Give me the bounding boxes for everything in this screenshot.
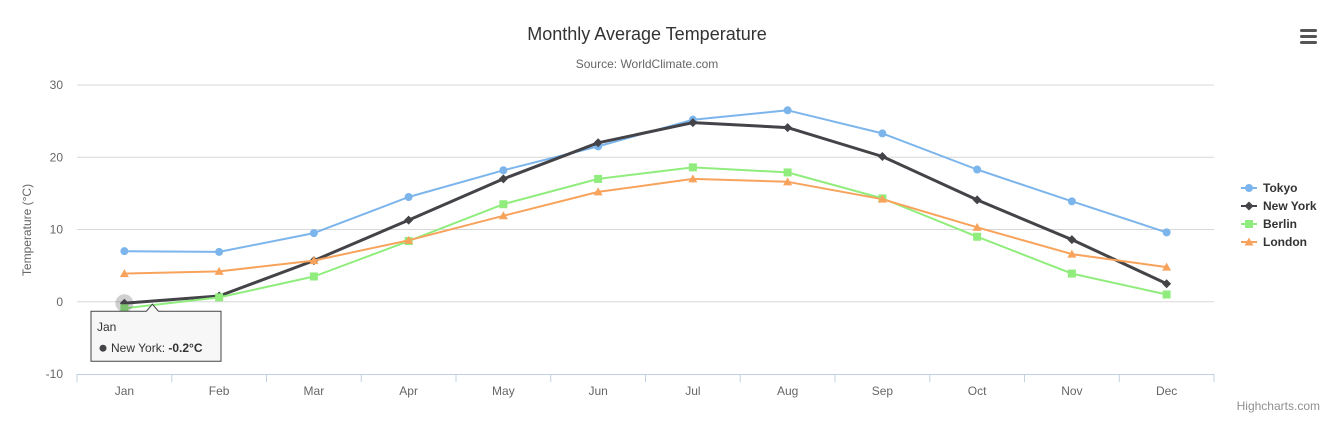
data-point-tokyo[interactable] <box>404 192 413 201</box>
data-point-berlin[interactable] <box>120 304 129 313</box>
x-tick-label: Aug <box>777 384 798 398</box>
data-point-new-york[interactable] <box>498 174 508 184</box>
y-tick-label: 20 <box>50 150 64 164</box>
legend-item-new-york[interactable]: New York <box>1241 199 1317 213</box>
hamburger-menu-icon[interactable] <box>1296 25 1320 47</box>
data-point-new-york[interactable] <box>1162 279 1172 289</box>
legend-item-berlin[interactable]: Berlin <box>1241 217 1297 231</box>
data-point-tokyo[interactable] <box>120 247 129 256</box>
data-point-tokyo[interactable] <box>215 247 224 256</box>
data-point-london[interactable] <box>972 222 982 231</box>
data-point-london[interactable] <box>783 177 793 186</box>
data-point-tokyo[interactable] <box>499 166 508 175</box>
data-point-berlin[interactable] <box>499 200 508 209</box>
x-tick-label: Oct <box>968 384 987 398</box>
x-axis: Jan Feb Mar Apr May Jun Jul Aug Sep Oct Nov Dec <box>76 374 1215 398</box>
data-point-tokyo[interactable] <box>783 106 792 115</box>
series-line-berlin[interactable] <box>124 166 1167 310</box>
tooltip-series-dot <box>99 344 107 352</box>
x-tick-label: Jan <box>115 384 134 398</box>
legend-label: Tokyo <box>1263 181 1297 195</box>
data-point-new-york[interactable] <box>877 152 887 162</box>
series-new-york <box>119 118 1172 308</box>
legend-symbol <box>1245 184 1253 192</box>
y-tick-label: -10 <box>46 367 64 381</box>
tooltip-box <box>90 303 222 362</box>
data-point-berlin[interactable] <box>594 174 603 183</box>
tooltip-header: Jan <box>97 320 116 334</box>
data-point-tokyo[interactable] <box>1162 228 1171 237</box>
legend-item-tokyo[interactable]: Tokyo <box>1241 181 1297 195</box>
legend: Tokyo New York Berlin London <box>1241 181 1317 249</box>
tooltip-line: New York: -0.2°C <box>111 341 203 355</box>
data-point-london[interactable] <box>309 256 319 265</box>
legend-label: Berlin <box>1263 217 1297 231</box>
data-point-new-york[interactable] <box>404 215 414 225</box>
y-tick-label: 10 <box>50 223 64 237</box>
legend-label: London <box>1263 235 1307 249</box>
data-point-berlin[interactable] <box>1162 290 1171 299</box>
series-line-new-york[interactable] <box>124 121 1168 305</box>
data-point-tokyo[interactable] <box>878 129 887 138</box>
data-point-tokyo[interactable] <box>973 165 982 174</box>
credits-link[interactable]: Highcharts.com <box>1237 399 1320 413</box>
legend-label: New York <box>1263 199 1317 213</box>
chart-title: Monthly Average Temperature <box>527 24 766 44</box>
data-point-new-york[interactable] <box>688 118 698 128</box>
data-point-london[interactable] <box>1162 262 1172 271</box>
y-tick-label: 0 <box>56 295 63 309</box>
data-point-london[interactable] <box>877 194 887 203</box>
legend-symbol <box>1245 220 1253 228</box>
data-point-london[interactable] <box>688 174 698 183</box>
x-tick-label: Sep <box>872 384 894 398</box>
hover-halo <box>115 294 134 313</box>
data-point-london[interactable] <box>214 266 224 275</box>
data-point-berlin[interactable] <box>215 293 224 302</box>
series-tokyo <box>120 106 1171 256</box>
tooltip-series-label: New York: <box>111 341 168 355</box>
data-point-new-york[interactable] <box>972 195 982 205</box>
data-point-new-york[interactable] <box>783 123 793 133</box>
x-tick-label: Nov <box>1061 384 1082 398</box>
y-axis-ticks: -10 0 10 20 30 <box>46 78 64 381</box>
legend-symbol <box>1244 201 1254 211</box>
x-tick-label: May <box>492 384 515 398</box>
y-axis-title: Temperature (°C) <box>20 184 34 276</box>
y-tick-label: 30 <box>50 78 64 92</box>
series-london <box>119 174 1172 278</box>
data-point-tokyo[interactable] <box>309 229 318 238</box>
tooltip-value: -0.2°C <box>168 341 202 355</box>
data-point-london[interactable] <box>498 211 508 220</box>
legend-symbol <box>1244 237 1254 246</box>
data-point-berlin[interactable] <box>1067 269 1076 278</box>
data-point-berlin[interactable] <box>309 272 318 281</box>
chart-subtitle: Source: WorldClimate.com <box>576 57 719 71</box>
data-point-new-york[interactable] <box>593 138 603 148</box>
data-point-london[interactable] <box>1067 249 1077 258</box>
data-point-berlin[interactable] <box>973 232 982 241</box>
x-tick-label: Dec <box>1156 384 1177 398</box>
x-tick-label: Jun <box>588 384 607 398</box>
data-point-berlin[interactable] <box>783 168 792 177</box>
tooltip: Jan New York: -0.2°C <box>90 294 222 362</box>
data-point-london[interactable] <box>593 187 603 196</box>
data-point-london[interactable] <box>119 269 129 278</box>
x-tick-label: Apr <box>399 384 418 398</box>
data-point-tokyo[interactable] <box>1067 197 1076 206</box>
x-tick-label: Jul <box>685 384 700 398</box>
x-tick-label: Mar <box>304 384 325 398</box>
grid-lines <box>77 84 1214 303</box>
data-point-berlin[interactable] <box>688 163 697 172</box>
series-line-london[interactable] <box>124 177 1167 275</box>
data-point-london[interactable] <box>404 235 414 244</box>
data-point-new-york[interactable] <box>1067 235 1077 245</box>
series-layer <box>119 106 1172 313</box>
x-tick-label: Feb <box>209 384 230 398</box>
legend-item-london[interactable]: London <box>1241 235 1307 249</box>
